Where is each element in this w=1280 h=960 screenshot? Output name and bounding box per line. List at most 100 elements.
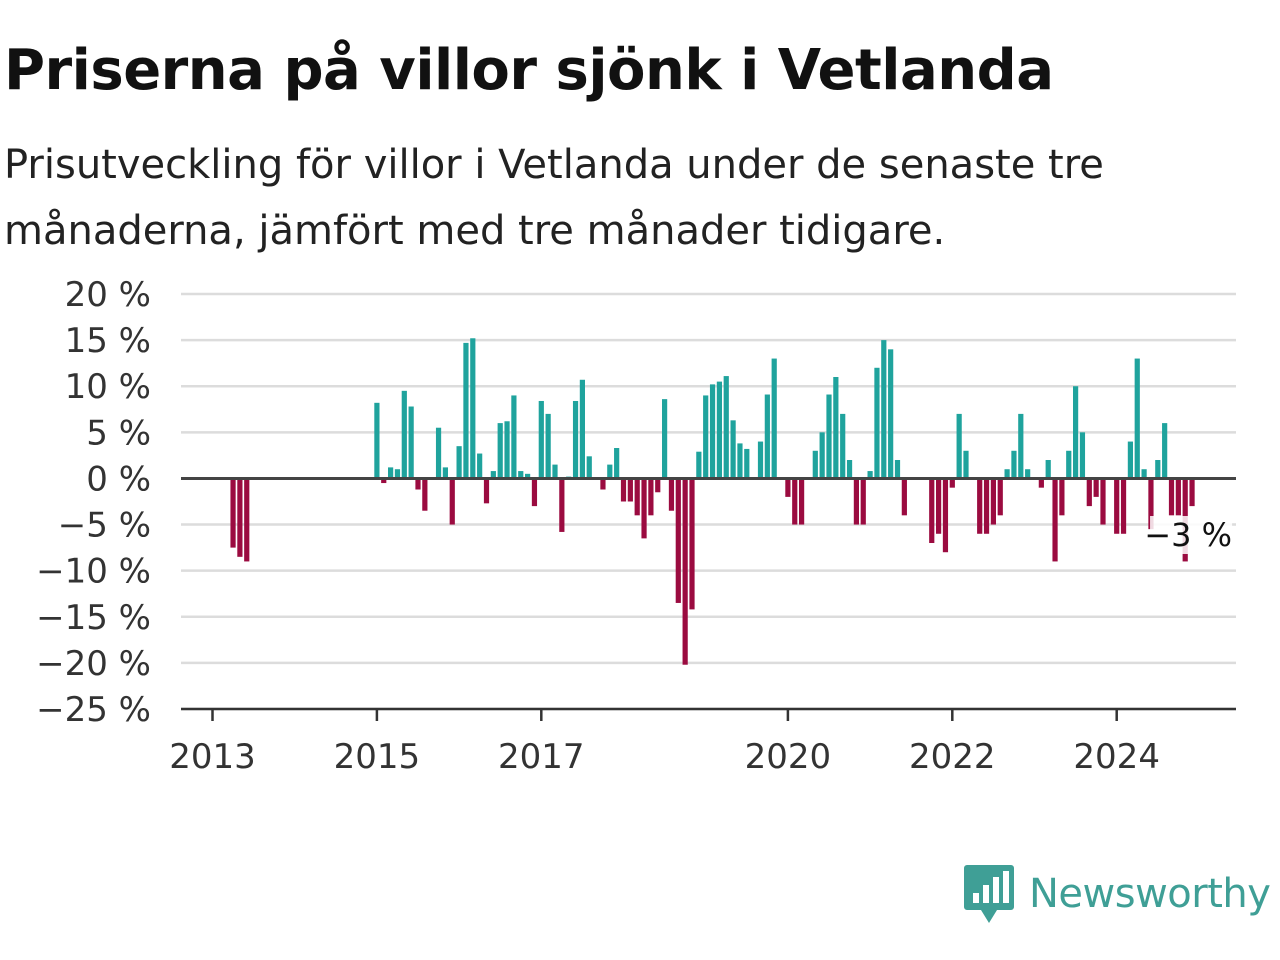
bar <box>1004 469 1010 479</box>
grid-lines <box>181 292 1236 711</box>
bar <box>579 379 585 479</box>
bar <box>826 394 832 479</box>
bar <box>422 478 428 511</box>
bar <box>1011 450 1017 479</box>
bar <box>1079 432 1086 479</box>
bar <box>1148 478 1154 530</box>
bar <box>1100 478 1106 525</box>
y-tick-label: 5 % <box>86 413 151 453</box>
bar <box>572 400 579 479</box>
bar <box>1127 441 1133 479</box>
y-tick-label: 15 % <box>65 321 151 361</box>
bar <box>470 338 476 479</box>
bar <box>888 349 894 479</box>
bar <box>668 478 675 511</box>
bar <box>860 478 866 525</box>
bar <box>812 450 818 479</box>
brand-logo: Newsworthy <box>963 862 1271 926</box>
bar <box>1018 413 1024 479</box>
bar <box>1155 460 1161 479</box>
bar <box>415 478 421 490</box>
annotation-background <box>1150 516 1233 554</box>
bar <box>785 478 791 497</box>
bar <box>881 340 887 479</box>
bar <box>771 358 777 479</box>
bar <box>853 478 859 525</box>
bar <box>435 427 442 479</box>
bar <box>737 443 743 479</box>
chart-subtitle: Prisutveckling för villor i Vetlanda und… <box>4 142 1104 254</box>
bar <box>600 478 606 490</box>
bar <box>408 406 414 479</box>
bar <box>531 478 538 507</box>
bar <box>634 478 640 516</box>
bar <box>1052 478 1058 562</box>
bar <box>990 478 996 525</box>
bar <box>703 395 709 479</box>
bar <box>1038 478 1044 488</box>
bar <box>1134 358 1140 479</box>
bar <box>1093 478 1099 497</box>
bar <box>1189 478 1195 507</box>
y-tick-label: 20 % <box>65 275 151 315</box>
bar <box>949 478 955 488</box>
bar <box>689 478 695 610</box>
bar <box>586 456 592 479</box>
brand-name: Newsworthy <box>1029 871 1271 917</box>
bar <box>963 450 969 479</box>
bar <box>1114 478 1120 534</box>
bar <box>627 478 633 502</box>
bar <box>525 473 531 479</box>
bar <box>559 478 565 532</box>
y-tick-label: 0 % <box>86 459 151 499</box>
x-tick-label: 2024 <box>1073 737 1160 777</box>
bar <box>1086 478 1092 507</box>
bar <box>977 478 983 534</box>
bars <box>230 338 1195 665</box>
bar <box>716 381 722 479</box>
bar <box>483 478 490 504</box>
bar <box>552 464 558 479</box>
bar <box>497 423 503 479</box>
y-tick-label: −15 % <box>36 598 151 638</box>
bar <box>490 471 496 479</box>
bar <box>662 399 668 479</box>
x-tick-label: 2017 <box>498 737 585 777</box>
y-tick-label: −10 % <box>36 552 151 592</box>
bar <box>511 395 517 479</box>
bar <box>867 471 873 479</box>
bar <box>442 467 448 479</box>
bar <box>942 478 949 553</box>
bar <box>538 400 544 479</box>
bar <box>518 471 524 479</box>
x-tick-label: 2013 <box>169 737 256 777</box>
bar <box>641 478 647 539</box>
bar <box>230 478 236 548</box>
bar <box>1045 460 1051 479</box>
bar <box>374 402 380 479</box>
y-tick-label: −25 % <box>36 690 151 730</box>
bar <box>894 460 901 479</box>
x-tick-label: 2022 <box>909 737 996 777</box>
chart-title: Priserna på villor sjönk i Vetlanda <box>4 38 1054 103</box>
bar <box>1175 478 1181 516</box>
bar <box>1168 478 1175 516</box>
bar <box>956 413 962 479</box>
bar <box>764 394 770 479</box>
bar <box>833 377 839 479</box>
bar <box>1059 478 1065 516</box>
bar <box>682 478 688 665</box>
bar <box>655 478 661 493</box>
bar <box>792 478 798 525</box>
bar <box>244 478 250 562</box>
bar <box>1066 450 1072 479</box>
bar <box>675 478 681 603</box>
y-tick-label: 10 % <box>65 367 151 407</box>
bar <box>504 421 510 479</box>
bar <box>614 448 620 479</box>
bar <box>799 478 805 525</box>
bar <box>744 448 750 479</box>
bar <box>1120 478 1127 534</box>
bar <box>997 478 1003 516</box>
